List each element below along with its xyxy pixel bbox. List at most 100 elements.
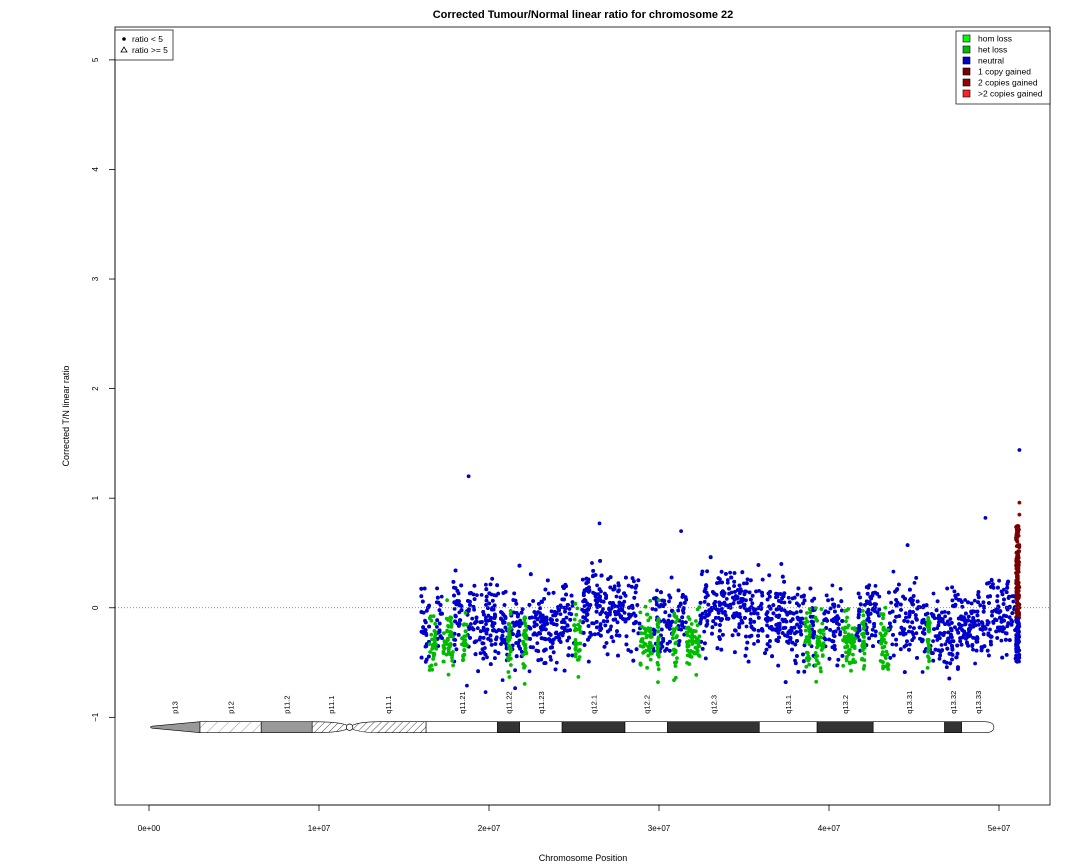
- point-neutral: [637, 621, 642, 626]
- point-neutral: [618, 595, 623, 600]
- point-neutral: [528, 637, 532, 641]
- point-neutral: [864, 599, 869, 604]
- point-neutral: [553, 631, 558, 635]
- point-neutral: [719, 618, 723, 623]
- point-neutral: [514, 620, 519, 625]
- point-neutral: [668, 595, 673, 600]
- point-neutral: [990, 609, 995, 614]
- point-neutral: [872, 624, 876, 629]
- point-neutral: [875, 610, 880, 615]
- point-het-loss: [428, 614, 433, 619]
- point-neutral: [669, 575, 674, 580]
- point-neutral: [594, 602, 599, 607]
- legend-label: 1 copy gained: [978, 67, 1031, 77]
- point-het-loss: [805, 638, 809, 643]
- point-gain: [1016, 524, 1021, 529]
- point-neutral: [484, 582, 488, 587]
- point-neutral: [617, 633, 622, 638]
- y-tick-label: 4: [91, 167, 100, 172]
- point-neutral: [731, 601, 736, 606]
- point-neutral: [742, 592, 747, 597]
- point-het-loss: [695, 649, 700, 653]
- point-neutral: [1015, 624, 1020, 629]
- shape-legend-label: ratio >= 5: [132, 45, 168, 55]
- y-axis-label: Corrected T/N linear ratio: [61, 366, 71, 467]
- point-neutral: [633, 613, 638, 618]
- point-neutral: [612, 587, 617, 591]
- point-neutral: [516, 612, 520, 617]
- point-neutral: [553, 667, 558, 672]
- point-neutral: [936, 623, 941, 628]
- point-het-loss: [882, 644, 887, 649]
- point-neutral: [969, 609, 974, 614]
- point-het-loss: [573, 654, 578, 659]
- point-neutral: [532, 624, 537, 629]
- point-neutral: [1016, 649, 1021, 653]
- point-neutral: [419, 594, 424, 599]
- point-neutral: [560, 633, 565, 638]
- point-neutral: [979, 648, 984, 653]
- point-neutral: [838, 632, 842, 637]
- point-neutral: [596, 596, 601, 601]
- point-neutral: [1006, 621, 1011, 625]
- point-neutral: [423, 628, 428, 632]
- y-tick-label: 1: [91, 495, 100, 500]
- point-neutral: [488, 662, 493, 666]
- point-het-loss: [861, 623, 866, 627]
- point-neutral: [423, 659, 428, 664]
- point-neutral: [530, 615, 534, 620]
- point-het-loss: [451, 663, 455, 668]
- point-neutral: [727, 591, 731, 596]
- point-het-loss: [648, 645, 653, 650]
- point-neutral: [608, 601, 613, 605]
- point-neutral: [743, 589, 747, 594]
- point-het-loss: [656, 663, 660, 667]
- point-neutral: [499, 610, 503, 614]
- point-neutral: [769, 617, 774, 621]
- point-neutral: [832, 602, 837, 607]
- point-neutral: [891, 569, 896, 574]
- ideogram-band: [961, 721, 995, 733]
- point-neutral: [470, 616, 475, 621]
- point-neutral: [875, 592, 880, 596]
- point-het-loss: [819, 669, 823, 674]
- point-neutral: [582, 643, 587, 647]
- point-neutral: [749, 611, 753, 616]
- point-neutral: [964, 611, 968, 616]
- point-neutral: [616, 589, 621, 594]
- point-neutral: [490, 624, 495, 628]
- legend-swatch: [962, 45, 971, 54]
- point-neutral: [938, 653, 942, 658]
- point-neutral: [949, 621, 954, 625]
- point-het-loss: [816, 661, 821, 666]
- point-neutral: [599, 573, 604, 578]
- point-neutral: [481, 656, 486, 661]
- point-neutral: [811, 635, 816, 640]
- point-neutral: [946, 636, 951, 641]
- point-neutral: [748, 597, 753, 602]
- point-het-loss: [649, 630, 653, 635]
- point-neutral: [552, 622, 556, 626]
- point-het-loss: [926, 645, 931, 649]
- point-neutral: [943, 622, 947, 626]
- point-neutral: [482, 628, 486, 633]
- point-neutral: [549, 609, 554, 614]
- point-neutral: [550, 618, 554, 622]
- point-neutral: [811, 623, 815, 628]
- point-neutral: [488, 633, 493, 638]
- point-neutral: [901, 632, 906, 637]
- point-het-loss: [696, 641, 701, 645]
- point-neutral: [736, 632, 741, 637]
- point-neutral: [550, 641, 555, 645]
- point-neutral: [624, 634, 629, 639]
- point-neutral: [996, 585, 1000, 590]
- point-het-loss: [578, 641, 583, 646]
- point-neutral: [972, 623, 977, 628]
- point-neutral: [956, 598, 961, 602]
- point-neutral: [779, 606, 784, 611]
- point-het-loss: [847, 661, 852, 666]
- point-neutral: [840, 654, 845, 658]
- point-neutral: [667, 648, 672, 653]
- y-tick-label: −1: [91, 712, 100, 722]
- point-neutral: [633, 585, 638, 590]
